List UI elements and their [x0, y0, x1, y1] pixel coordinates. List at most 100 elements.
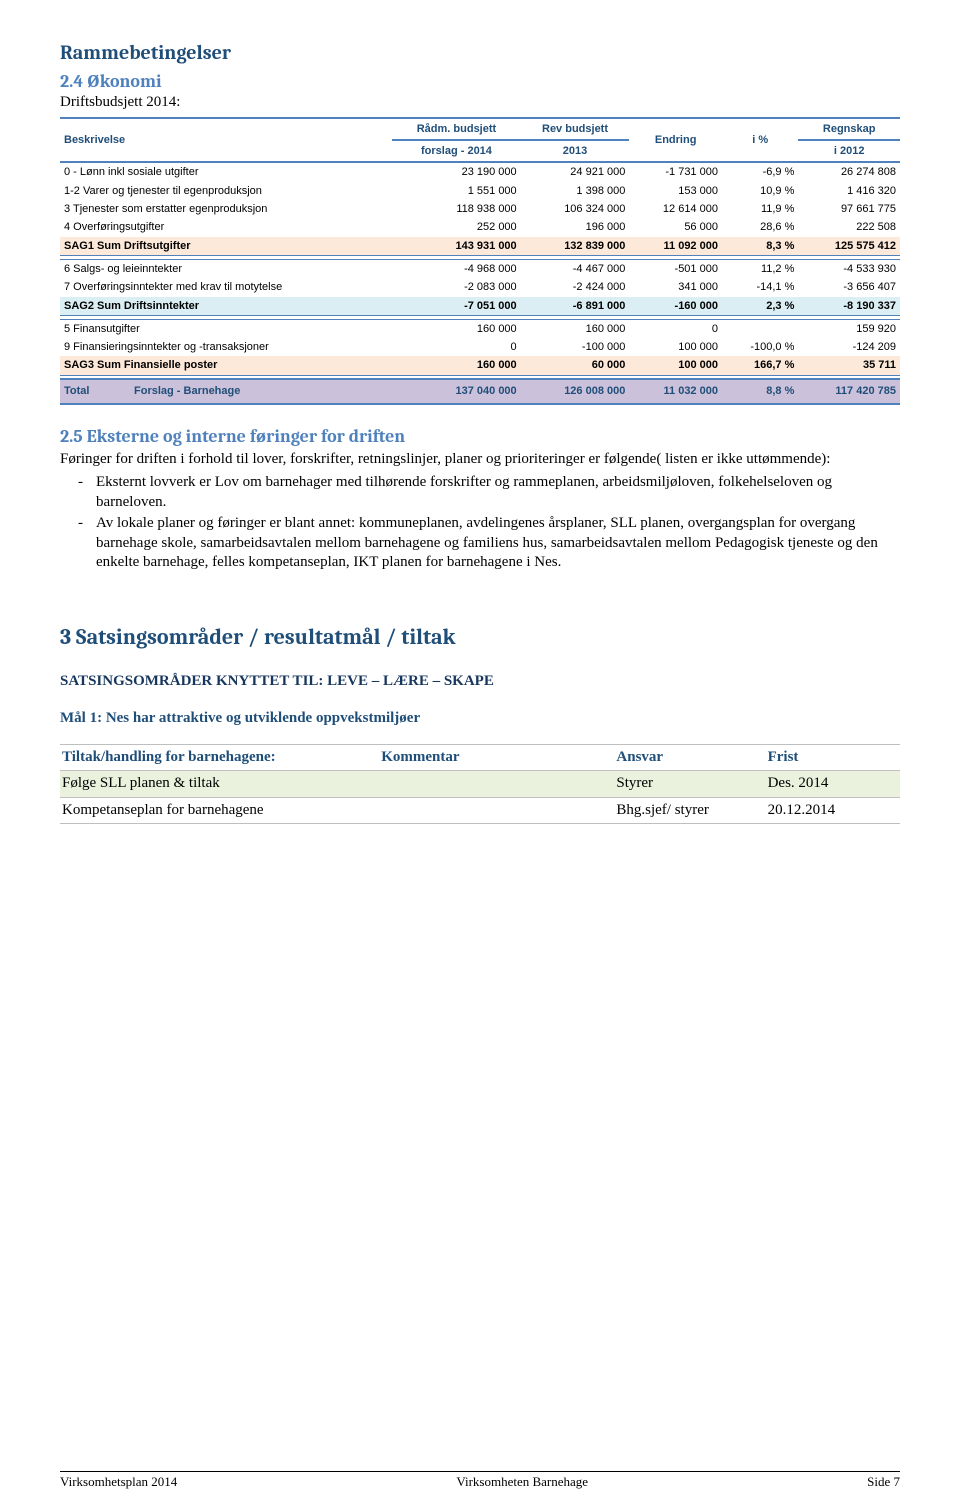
budget-table-body: 0 - Lønn inkl sosiale utgifter23 190 000… [60, 162, 900, 403]
budget-cell: -2 424 000 [521, 278, 630, 296]
subsection-2-4-title: 2.4 Økonomi [60, 70, 900, 93]
budget-sum-row: SAG1 Sum Driftsutgifter143 931 000132 83… [60, 237, 900, 256]
budget-cell: 23 190 000 [392, 162, 520, 181]
bullet-item: Av lokale planer og føringer er blant an… [96, 514, 900, 573]
budget-cell: -4 467 000 [521, 259, 630, 278]
budget-cell-desc: 5 Finansutgifter [60, 319, 392, 338]
budget-sum-cell: 35 711 [798, 356, 900, 375]
driftsbudsjett-line: Driftsbudsjett 2014: [60, 93, 900, 113]
budget-cell: -14,1 % [722, 278, 798, 296]
col-header-ipct: i % [722, 118, 798, 163]
budget-sum-cell: -160 000 [629, 297, 722, 316]
tiltak-cell: Kompetanseplan for barnehagene [60, 797, 379, 824]
budget-cell: 24 921 000 [521, 162, 630, 181]
budget-cell: -100,0 % [722, 338, 798, 356]
tiltak-header-c2: Kommentar [379, 744, 614, 771]
budget-row: 0 - Lønn inkl sosiale utgifter23 190 000… [60, 162, 900, 181]
col-header-regnskap-2: i 2012 [798, 140, 900, 162]
budget-table-header: Beskrivelse Rådm. budsjett Rev budsjett … [60, 118, 900, 163]
budget-total-cell: 117 420 785 [798, 379, 900, 403]
tiltak-table: Tiltak/handling for barnehagene: Komment… [60, 744, 900, 825]
budget-cell: 341 000 [629, 278, 722, 296]
budget-sum-row: SAG2 Sum Driftsinntekter-7 051 000-6 891… [60, 297, 900, 316]
tiltak-row: Følge SLL planen & tiltakStyrerDes. 2014 [60, 771, 900, 798]
mal-1-line: Mål 1: Nes har attraktive og utviklende … [60, 709, 900, 729]
budget-sum-cell: 125 575 412 [798, 237, 900, 256]
budget-sum-cell: 8,3 % [722, 237, 798, 256]
budget-sum-cell: 143 931 000 [392, 237, 520, 256]
budget-row: 9 Finansieringsinntekter og -transaksjon… [60, 338, 900, 356]
section-title-rammebetingelser: Rammebetingelser [60, 40, 900, 66]
tiltak-header-c1: Tiltak/handling for barnehagene: [60, 744, 379, 771]
budget-row: 5 Finansutgifter160 000160 0000159 920 [60, 319, 900, 338]
bullet-item: Eksternt lovverk er Lov om barnehager me… [96, 473, 900, 512]
budget-sum-desc: SAG2 Sum Driftsinntekter [60, 297, 392, 316]
budget-cell: -124 209 [798, 338, 900, 356]
budget-cell-desc: 6 Salgs- og leieinntekter [60, 259, 392, 278]
budget-total-cell: 137 040 000 [392, 379, 520, 403]
budget-sum-cell: 2,3 % [722, 297, 798, 316]
tiltak-cell: Styrer [614, 771, 765, 798]
budget-cell: -6,9 % [722, 162, 798, 181]
budget-cell: 252 000 [392, 218, 520, 236]
page-footer: Virksomhetsplan 2014 Virksomheten Barneh… [60, 1471, 900, 1491]
budget-sum-row: SAG3 Sum Finansielle poster160 00060 000… [60, 356, 900, 375]
budget-cell: -4 968 000 [392, 259, 520, 278]
footer-center: Virksomheten Barnehage [456, 1474, 588, 1491]
col-header-endring: Endring [629, 118, 722, 163]
budget-cell: 100 000 [629, 338, 722, 356]
budget-cell: 12 614 000 [629, 200, 722, 218]
budget-total-cell: 8,8 % [722, 379, 798, 403]
budget-total-cell: 11 032 000 [629, 379, 722, 403]
budget-sum-cell: -8 190 337 [798, 297, 900, 316]
col-header-regnskap-1: Regnskap [798, 118, 900, 140]
subsection-2-5-title: 2.5 Eksterne og interne føringer for dri… [60, 425, 900, 448]
budget-sum-desc: SAG1 Sum Driftsutgifter [60, 237, 392, 256]
section-3-title: 3 Satsingsområder / resultatmål / tiltak [60, 623, 900, 652]
budget-row: 1-2 Varer og tjenester til egenproduksjo… [60, 182, 900, 200]
budget-row: 7 Overføringsinntekter med krav til moty… [60, 278, 900, 296]
budget-cell: 11,2 % [722, 259, 798, 278]
budget-cell-desc: 9 Finansieringsinntekter og -transaksjon… [60, 338, 392, 356]
budget-sum-cell: 166,7 % [722, 356, 798, 375]
budget-sum-cell: 132 839 000 [521, 237, 630, 256]
budget-cell: -3 656 407 [798, 278, 900, 296]
budget-cell: 196 000 [521, 218, 630, 236]
budget-cell: -2 083 000 [392, 278, 520, 296]
section-2-5-intro: Føringer for driften i forhold til lover… [60, 450, 900, 470]
budget-sum-cell: 11 092 000 [629, 237, 722, 256]
budget-cell: 118 938 000 [392, 200, 520, 218]
budget-cell: 1 398 000 [521, 182, 630, 200]
budget-cell: 1 551 000 [392, 182, 520, 200]
budget-cell: 0 [392, 338, 520, 356]
sats-line: SATSINGSOMRÅDER KNYTTET TIL: LEVE – LÆRE… [60, 672, 900, 692]
budget-row: 6 Salgs- og leieinntekter-4 968 000-4 46… [60, 259, 900, 278]
budget-cell: 160 000 [521, 319, 630, 338]
tiltak-header-c4: Frist [766, 744, 900, 771]
budget-sum-desc: SAG3 Sum Finansielle poster [60, 356, 392, 375]
budget-cell: -100 000 [521, 338, 630, 356]
budget-cell: 11,9 % [722, 200, 798, 218]
budget-cell: -1 731 000 [629, 162, 722, 181]
budget-cell-desc: 0 - Lønn inkl sosiale utgifter [60, 162, 392, 181]
tiltak-cell [379, 797, 614, 824]
footer-left: Virksomhetsplan 2014 [60, 1474, 177, 1491]
budget-cell: -501 000 [629, 259, 722, 278]
tiltak-cell: Bhg.sjef/ styrer [614, 797, 765, 824]
col-header-rev-1: Rev budsjett [521, 118, 630, 140]
budget-total-row: TotalForslag - Barnehage137 040 000126 0… [60, 379, 900, 403]
budget-cell: 97 661 775 [798, 200, 900, 218]
budget-cell-desc: 1-2 Varer og tjenester til egenproduksjo… [60, 182, 392, 200]
tiltak-row: Kompetanseplan for barnehagene Bhg.sjef/ … [60, 797, 900, 824]
budget-cell: 56 000 [629, 218, 722, 236]
budget-cell: 160 000 [392, 319, 520, 338]
footer-right: Side 7 [867, 1474, 900, 1491]
col-header-beskrivelse: Beskrivelse [60, 118, 392, 163]
budget-sum-cell: 100 000 [629, 356, 722, 375]
budget-cell-desc: 3 Tjenester som erstatter egenproduksjon [60, 200, 392, 218]
tiltak-cell: Des. 2014 [766, 771, 900, 798]
budget-cell: 106 324 000 [521, 200, 630, 218]
budget-cell: 153 000 [629, 182, 722, 200]
col-header-radm-1: Rådm. budsjett [392, 118, 520, 140]
budget-total-cell: 126 008 000 [521, 379, 630, 403]
